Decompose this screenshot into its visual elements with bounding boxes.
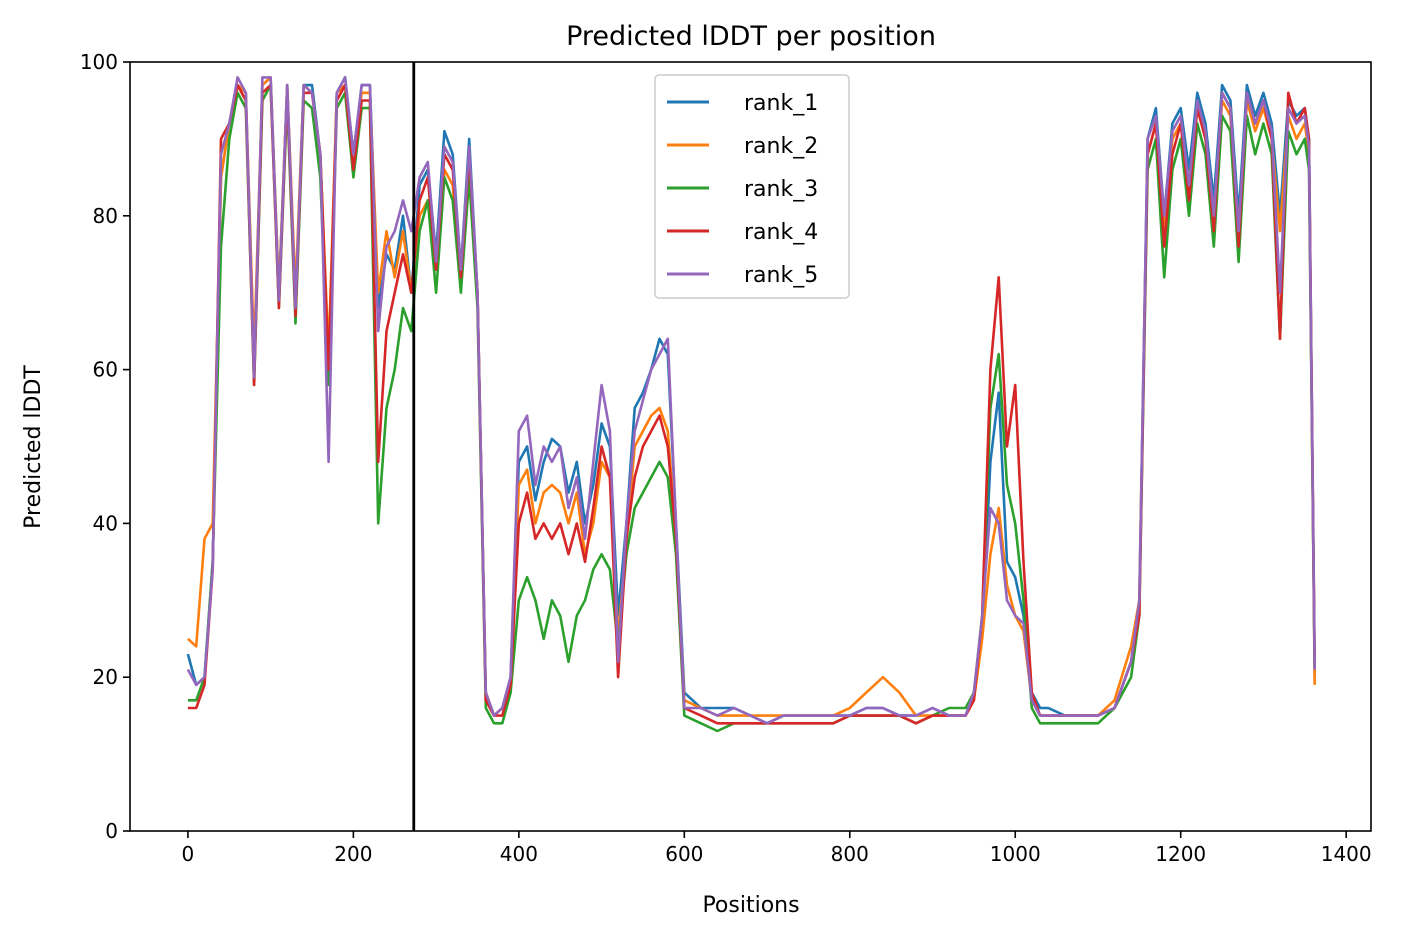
legend-label-rank_2: rank_2 — [744, 134, 818, 159]
x-tick-label: 1400 — [1321, 842, 1372, 866]
plot-frame — [129, 61, 1372, 832]
y-axis-label: Predicted lDDT — [21, 365, 46, 529]
x-tick-label: 1000 — [990, 842, 1041, 866]
legend: rank_1 rank_2 rank_3 rank_4 rank_5 — [654, 74, 850, 299]
x-tick-label: 400 — [500, 842, 538, 866]
x-tick-label: 800 — [831, 842, 869, 866]
y-tick-label: 20 — [93, 665, 118, 689]
chart-title: Predicted lDDT per position — [566, 21, 936, 52]
y-axis: 0 20 40 60 80 100 — [80, 50, 130, 843]
series-layer — [186, 76, 1316, 733]
y-tick-label: 100 — [80, 50, 118, 74]
y-tick-label: 80 — [93, 204, 118, 228]
y-tick-label: 0 — [105, 819, 118, 843]
y-tick-label: 60 — [93, 358, 118, 382]
x-tick-label: 600 — [665, 842, 703, 866]
x-tick-label: 1200 — [1155, 842, 1206, 866]
x-tick-label: 200 — [334, 842, 372, 866]
legend-label-rank_1: rank_1 — [744, 91, 818, 116]
x-axis-label: Positions — [702, 893, 799, 918]
legend-label-rank_3: rank_3 — [744, 177, 818, 202]
legend-label-rank_4: rank_4 — [744, 220, 818, 245]
y-tick-label: 40 — [93, 511, 118, 535]
x-axis: 0 200 400 600 800 1000 1200 1400 — [182, 831, 1372, 866]
series-line-rank_5 — [186, 76, 1316, 725]
x-tick-label: 0 — [182, 842, 195, 866]
legend-label-rank_5: rank_5 — [744, 263, 818, 288]
legend-box — [654, 74, 850, 299]
